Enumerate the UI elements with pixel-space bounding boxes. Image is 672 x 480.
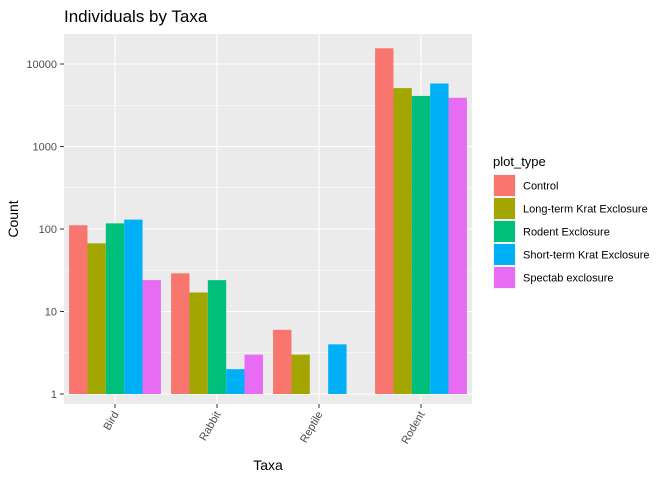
bar — [87, 243, 106, 394]
bar — [189, 292, 208, 394]
bar — [273, 329, 292, 394]
y-tick-label: 1000 — [33, 142, 57, 154]
bar — [328, 344, 347, 394]
legend-label: Short-term Krat Exclosure — [523, 250, 650, 262]
y-tick-label: 100 — [39, 224, 57, 236]
legend-label: Long-term Krat Exclosure — [523, 204, 648, 216]
legend-label: Control — [523, 181, 558, 193]
y-tick-label: 10000 — [26, 59, 57, 71]
x-tick-label: Rabbit — [197, 410, 223, 444]
y-tick-label: 1 — [51, 389, 57, 401]
legend-swatch — [494, 267, 515, 288]
bar — [244, 354, 263, 394]
x-tick-label: Bird — [101, 410, 121, 433]
bar — [291, 354, 310, 394]
bar — [226, 369, 245, 394]
bar — [375, 48, 394, 394]
bar — [171, 273, 190, 394]
legend: plot_type Control Long-term Krat Exclosur… — [493, 154, 650, 289]
bar — [448, 97, 467, 394]
legend-swatch — [494, 221, 515, 242]
bar — [69, 225, 88, 394]
bar — [124, 219, 143, 394]
y-axis-title: Count — [5, 200, 21, 237]
x-axis: Bird Rabbit Reptile Rodent — [101, 404, 428, 447]
x-axis-title: Taxa — [253, 457, 283, 473]
legend-label: Spectab exclosure — [523, 273, 614, 285]
bars — [69, 48, 467, 395]
legend-swatch — [494, 175, 515, 196]
bar — [142, 280, 161, 394]
x-tick-label: Rodent — [399, 410, 427, 447]
bar — [207, 280, 227, 394]
bar — [411, 95, 431, 394]
legend-label: Rodent Exclosure — [523, 227, 610, 239]
legend-title: plot_type — [493, 154, 546, 169]
bar — [105, 223, 125, 394]
legend-swatch — [494, 244, 515, 265]
legend-swatch — [494, 198, 515, 219]
bar — [430, 83, 449, 395]
y-axis: 1 10 100 1000 10000 — [26, 59, 64, 401]
bar — [393, 88, 412, 394]
y-tick-label: 10 — [45, 307, 57, 319]
x-tick-label: Reptile — [298, 410, 326, 446]
chart-title: Individuals by Taxa — [64, 7, 208, 26]
